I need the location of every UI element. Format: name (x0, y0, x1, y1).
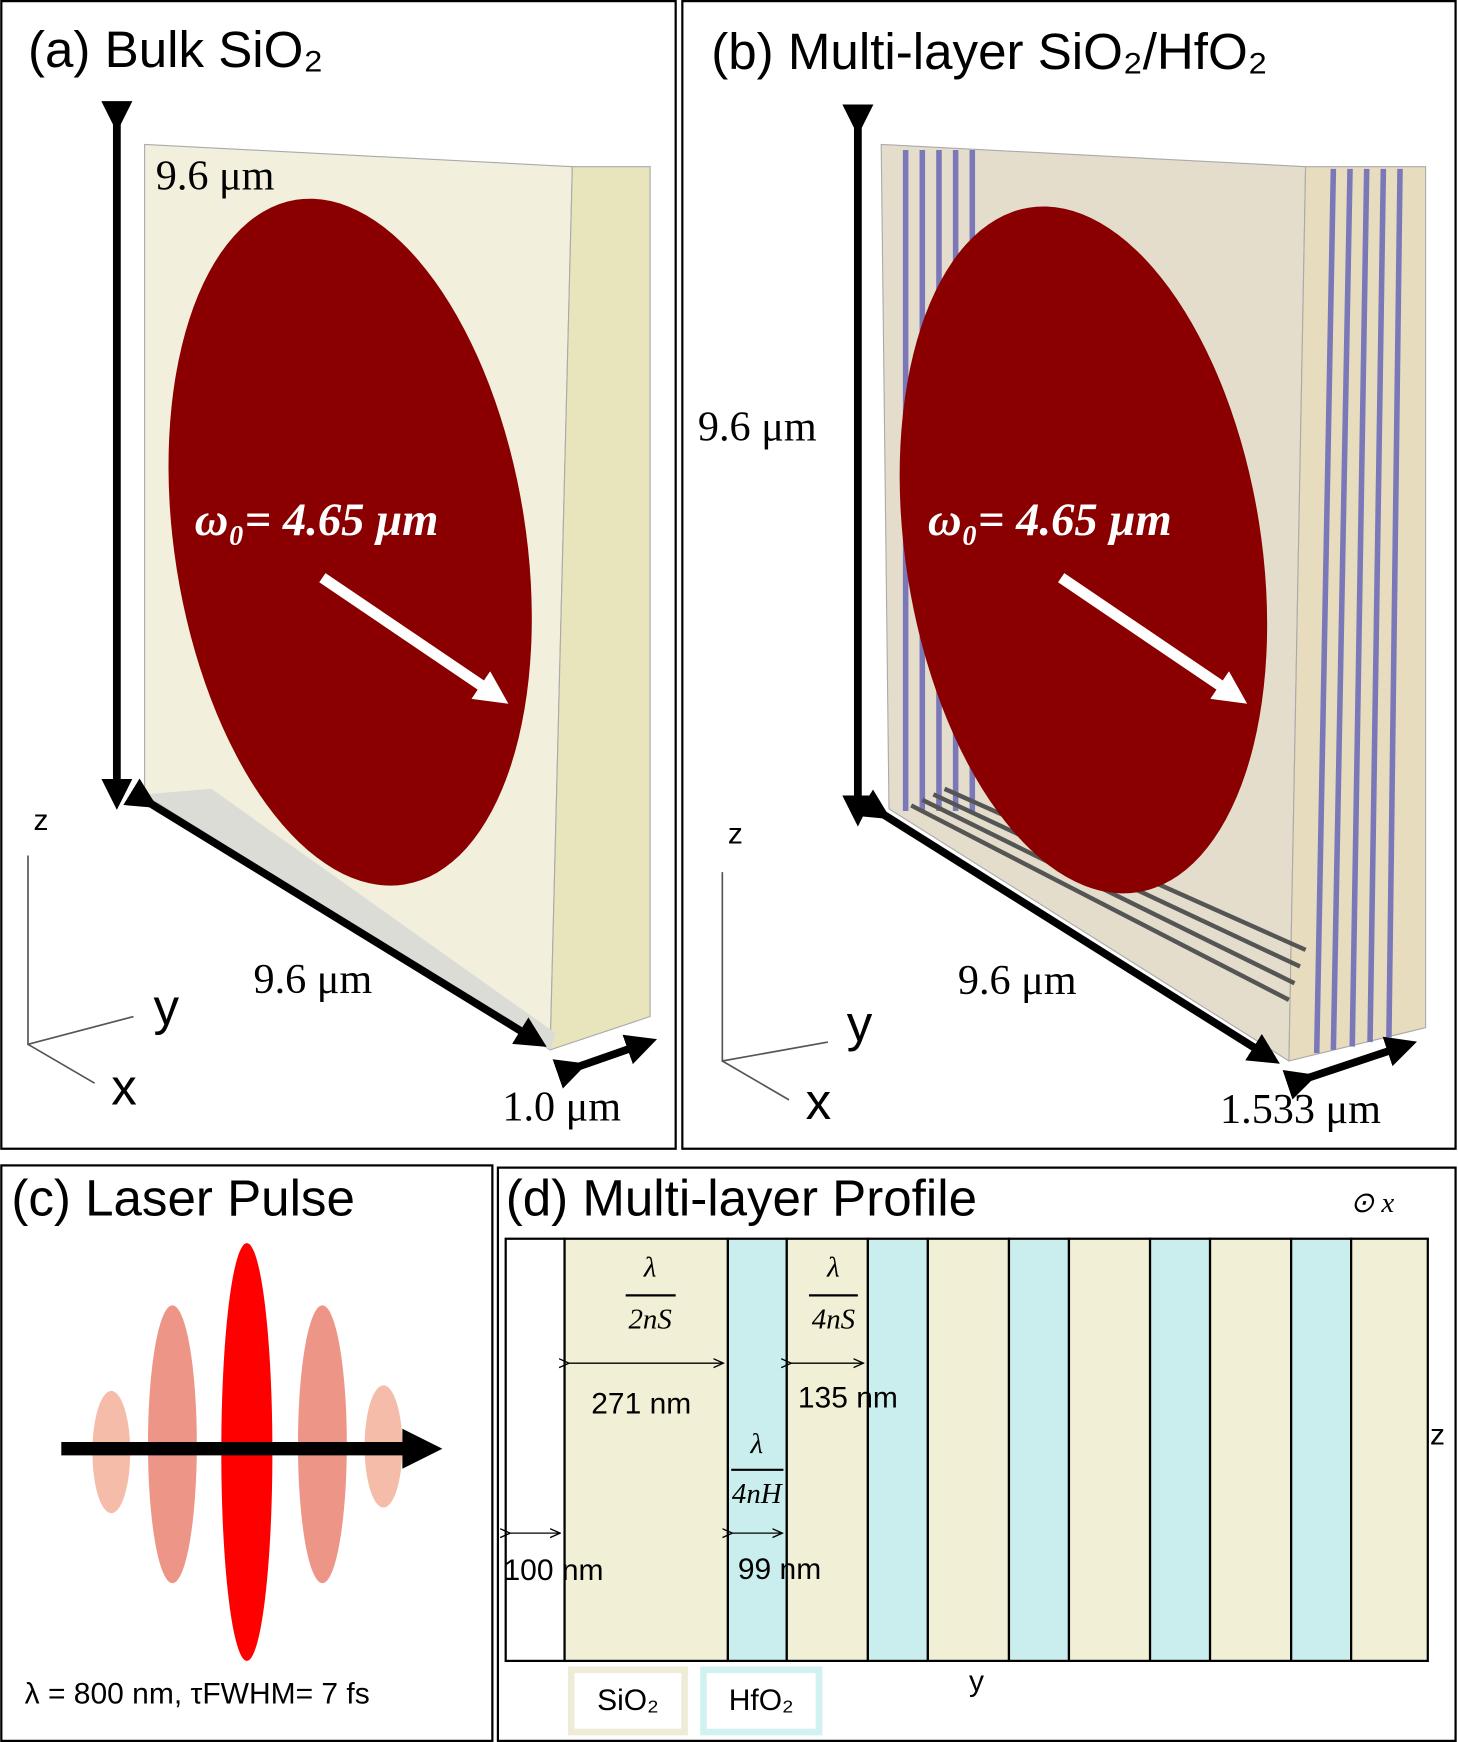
thickness-label: 1.533 μm (1220, 1086, 1381, 1133)
panel-c: (c) Laser Pulse λ = 800 nm, τFWHM= 7 fs (11, 1170, 443, 1710)
title: (a) Bulk SiO₂ (28, 21, 323, 78)
dimension: 271 nm (591, 1387, 691, 1420)
axis-y: y (847, 995, 873, 1052)
axis-y: y (154, 978, 180, 1035)
panel-b: (b) Multi-layer SiO₂/HfO₂ 9.6 μm ω₀= 4.6… (698, 23, 1427, 1133)
legend-entry: HfO₂ (729, 1684, 794, 1717)
axis-z: z (34, 804, 49, 837)
axis-x: x (806, 1073, 832, 1130)
title: (d) Multi-layer Profile (506, 1170, 977, 1227)
fraction-denominator: 2nS (628, 1304, 671, 1336)
height-label: 9.6 μm (698, 404, 817, 451)
axis-x: x (111, 1058, 137, 1115)
thickness-label: 1.0 μm (502, 1084, 621, 1131)
dimension: 99 nm (738, 1553, 821, 1586)
dimension: 100 nm (503, 1554, 603, 1587)
title: (c) Laser Pulse (11, 1170, 355, 1227)
fraction-denominator: 4nS (812, 1304, 855, 1336)
waist-label: ω₀= 4.65 μm (195, 494, 439, 546)
width-label: 9.6 μm (254, 956, 373, 1003)
axis-z: z (1430, 1418, 1445, 1451)
waist-label: ω₀= 4.65 μm (928, 494, 1172, 546)
caption: λ = 800 nm, τFWHM= 7 fs (25, 1677, 370, 1710)
fraction-numerator: λ (750, 1428, 764, 1460)
width-label: 9.6 μm (958, 957, 1077, 1004)
fraction-numerator: λ (826, 1251, 840, 1283)
fraction-numerator: λ (643, 1251, 657, 1283)
axis-z: z (728, 817, 743, 850)
height-label: 9.6 μm (156, 153, 275, 200)
legend-entry: SiO₂ (597, 1684, 659, 1717)
fraction-denominator: 4nH (732, 1478, 784, 1510)
axis-y: y (969, 1665, 984, 1698)
panel-d: (d) Multi-layer Profile ⊙ x λ 2nS λ 4nS … (503, 1170, 1445, 1736)
title: (b) Multi-layer SiO₂/HfO₂ (711, 23, 1267, 80)
direction: ⊙ x (1350, 1187, 1394, 1219)
panel-a: (a) Bulk SiO₂ 9.6 μm ω₀= 4.65 μm 9.6 μm … (27, 21, 658, 1131)
dimension: 135 nm (798, 1382, 898, 1415)
